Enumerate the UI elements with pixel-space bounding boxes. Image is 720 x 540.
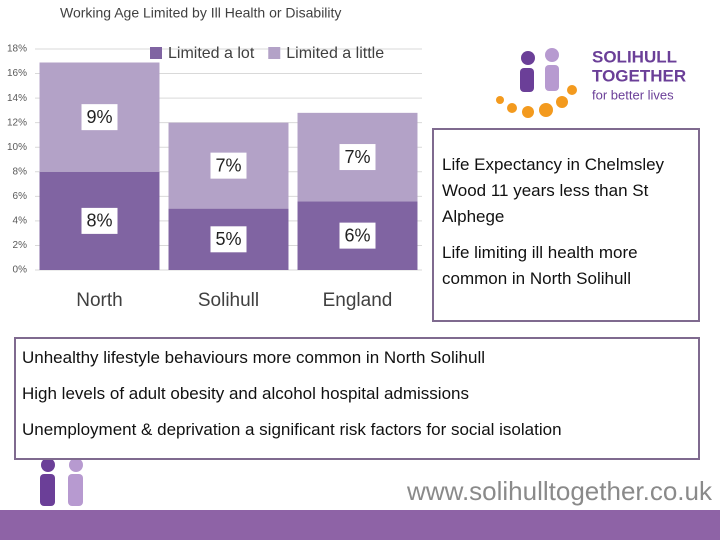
y-tick-label: 8% <box>13 166 28 177</box>
paragraph: Life Expectancy in Chelmsley Wood 11 yea… <box>442 155 665 226</box>
text-box: Life Expectancy in Chelmsley Wood 11 yea… <box>432 128 700 322</box>
value-label-bg <box>81 104 118 131</box>
value-label-bg <box>210 152 247 179</box>
x-tick-label: Solihull <box>198 290 259 311</box>
paragraph: High levels of adult obesity and alcohol… <box>22 384 469 403</box>
logo-text: TOGETHER <box>592 66 686 85</box>
value-label: 9% <box>86 107 112 127</box>
value-label: 7% <box>344 147 370 167</box>
website: www.solihulltogether.co.uk <box>407 476 712 506</box>
logo-text: SOLIHULL <box>592 47 677 66</box>
y-tick-label: 14% <box>7 93 27 104</box>
y-tick-label: 18% <box>7 44 27 55</box>
logo-text: for better lives <box>592 87 674 102</box>
x-tick-label: North <box>76 290 122 311</box>
value-label-bg <box>339 144 376 171</box>
logo-head <box>521 51 535 65</box>
logo-dot <box>522 106 534 118</box>
footer-bar <box>0 510 720 540</box>
logo: SOLIHULL TOGETHER for better lives <box>40 47 686 506</box>
value-label-bg <box>81 207 118 234</box>
value-label: 5% <box>215 229 241 249</box>
logo-dot <box>496 96 504 104</box>
chart-title: Working Age Limited by Ill Health or Dis… <box>60 5 341 21</box>
legend-swatch <box>150 47 162 59</box>
footer-figure <box>41 458 55 472</box>
logo-body <box>520 68 534 92</box>
value-label-bg <box>339 222 376 249</box>
logo-dot <box>567 85 577 95</box>
legend-label: Limited a little <box>286 45 384 62</box>
value-label: 6% <box>344 225 370 245</box>
footer-figure <box>68 474 83 506</box>
logo-body <box>545 65 559 91</box>
y-tick-label: 6% <box>13 191 28 202</box>
footer-figure <box>40 474 55 506</box>
y-tick-label: 16% <box>7 68 27 79</box>
y-tick-label: 2% <box>13 240 28 251</box>
legend-swatch <box>268 47 281 59</box>
paragraph: Life limiting ill health more common in … <box>442 243 638 288</box>
y-tick-label: 12% <box>7 117 27 128</box>
logo-dot <box>539 103 553 117</box>
y-tick-label: 4% <box>13 216 28 227</box>
x-tick-label: England <box>323 290 393 311</box>
value-label: 8% <box>86 211 112 231</box>
legend-label: Limited a lot <box>168 45 255 62</box>
y-tick-label: 10% <box>7 142 27 153</box>
logo-dot <box>507 103 517 113</box>
logo-dot <box>556 96 568 108</box>
logo-head <box>545 48 559 62</box>
text-box: Unhealthy lifestyle behaviours more comm… <box>14 337 700 460</box>
paragraph: Unemployment & deprivation a significant… <box>22 420 562 439</box>
paragraph: Unhealthy lifestyle behaviours more comm… <box>22 348 485 367</box>
value-label: 7% <box>215 155 241 175</box>
y-tick-label: 0% <box>13 265 28 276</box>
value-label-bg <box>210 226 247 253</box>
footer-figure <box>69 458 83 472</box>
